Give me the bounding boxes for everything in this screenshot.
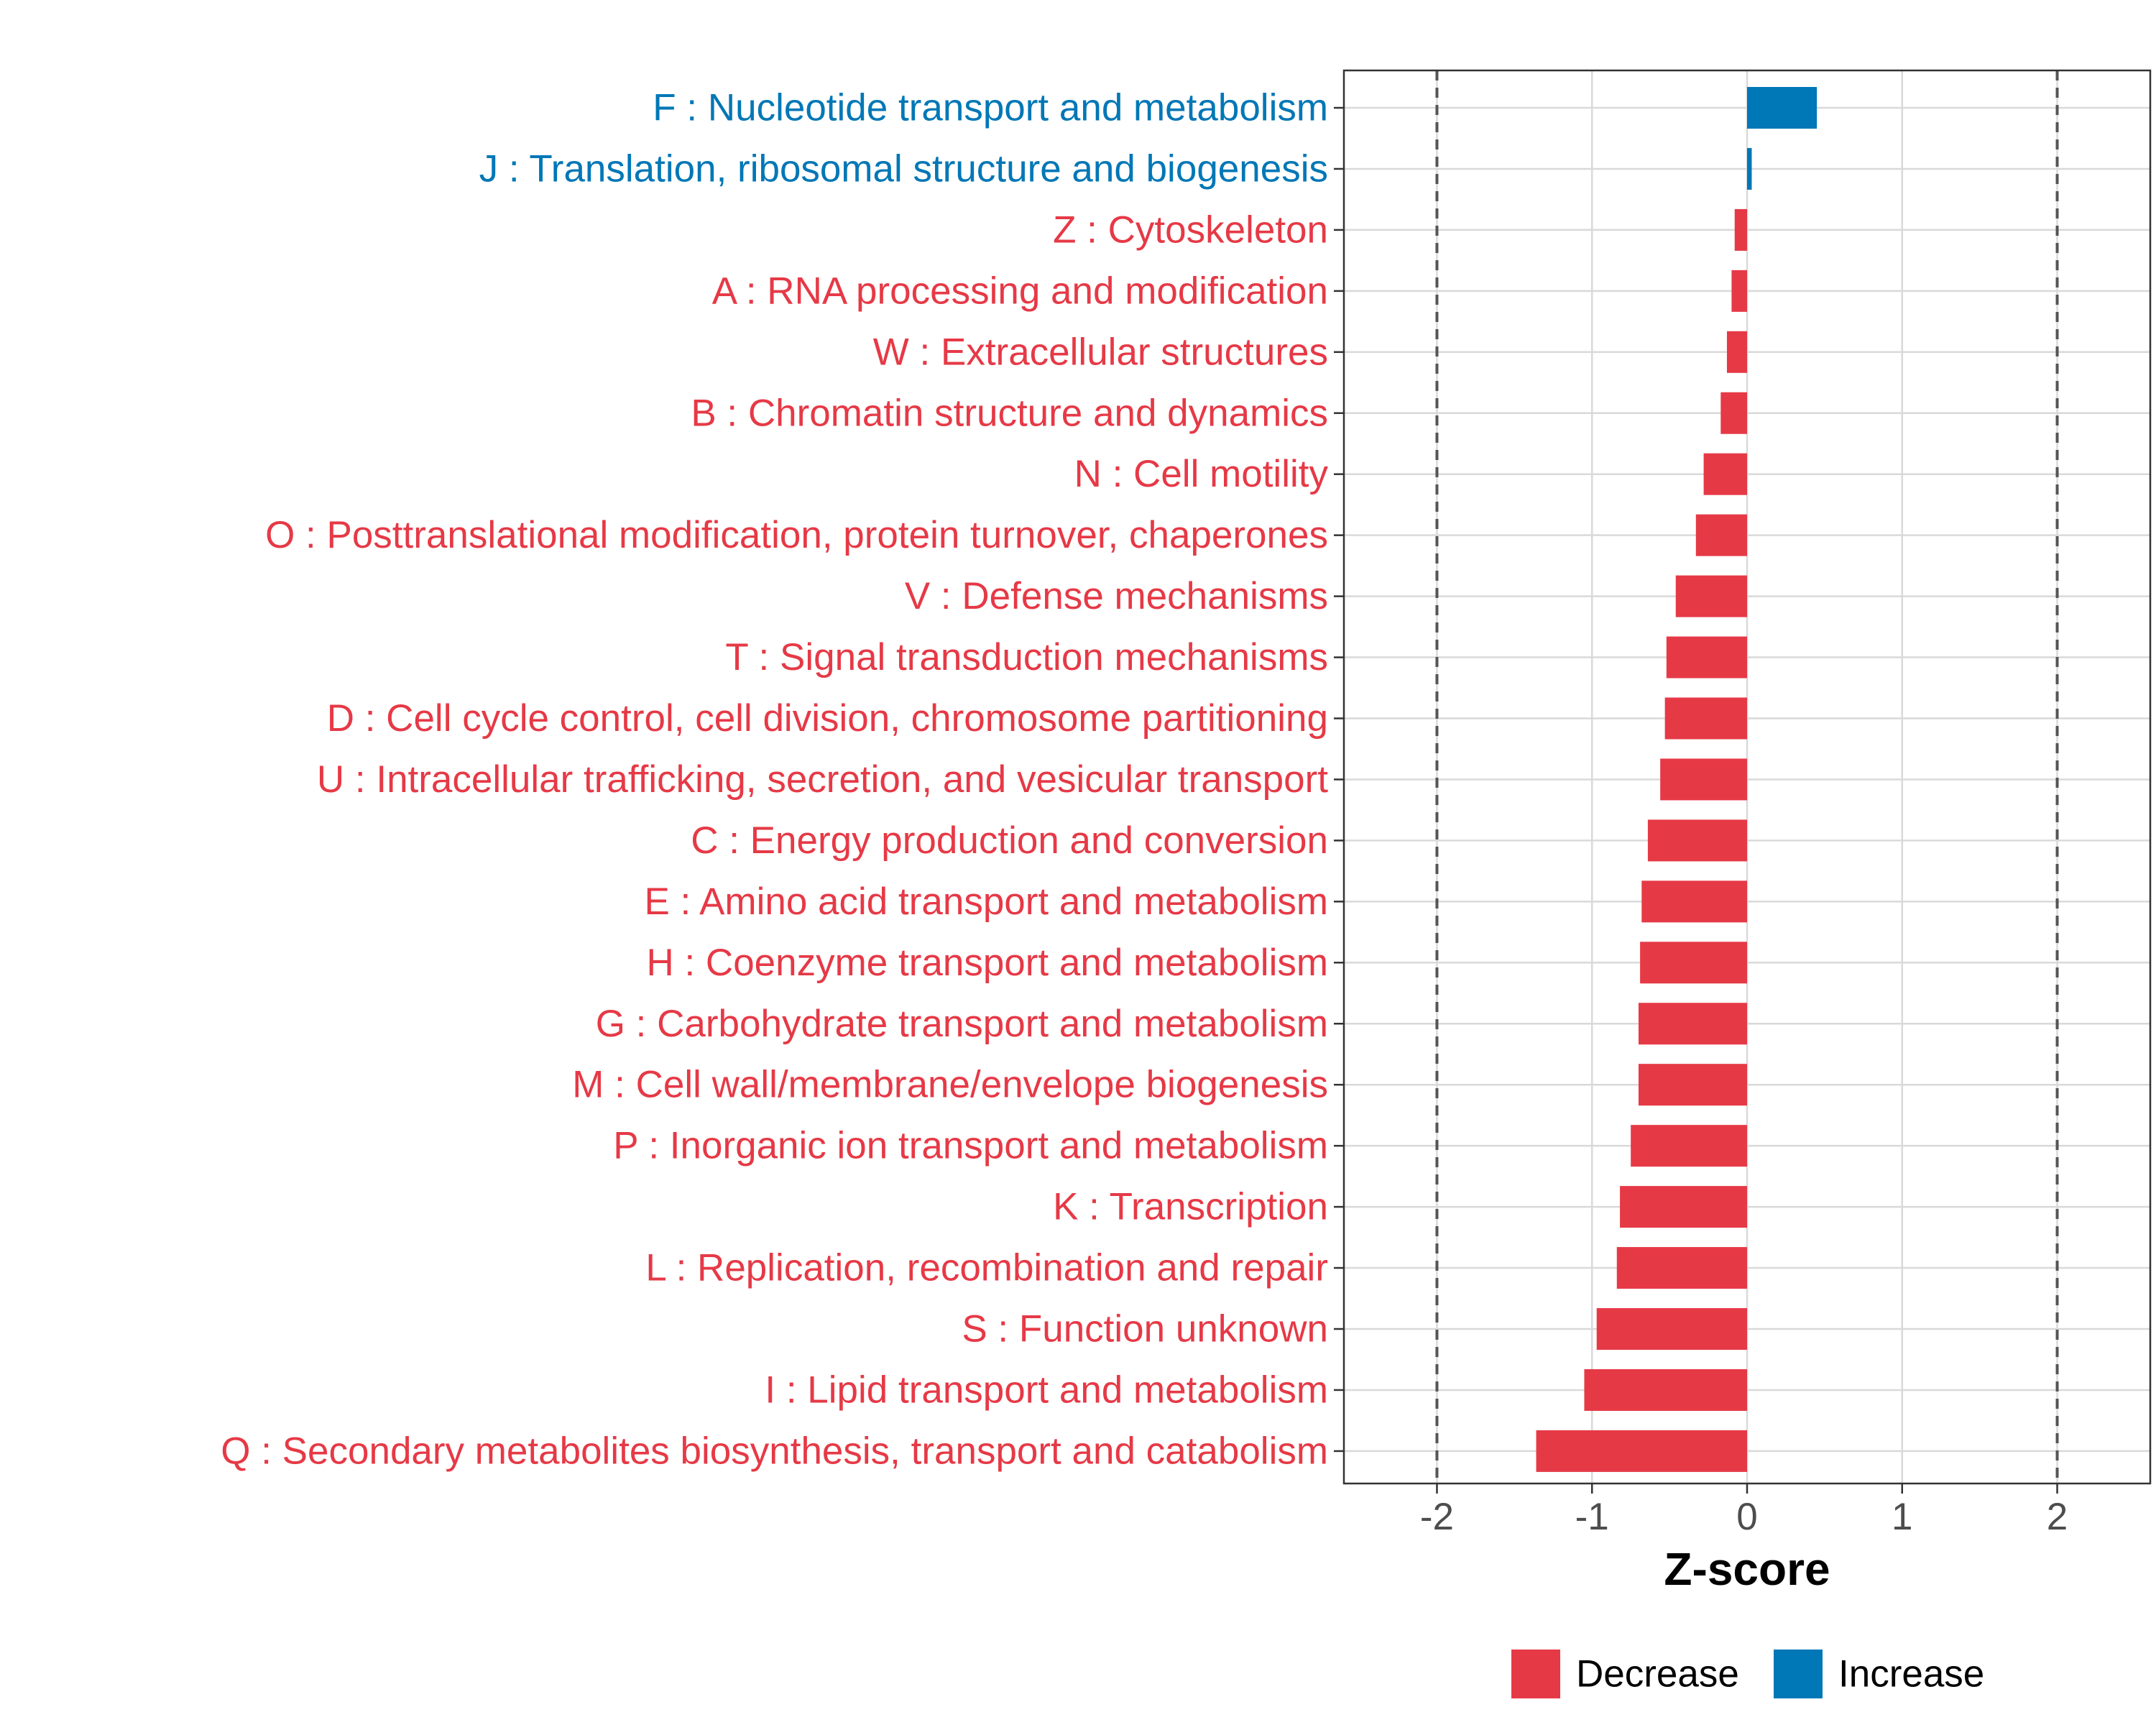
category-label: P : Inorganic ion transport and metaboli… [613, 1125, 1328, 1167]
legend: Decrease Increase [1511, 1650, 1984, 1698]
bar [1720, 392, 1747, 434]
category-label: Z : Cytoskeleton [1053, 208, 1328, 251]
category-label: W : Extracellular structures [873, 331, 1328, 373]
y-axis-ticks: F : Nucleotide transport and metabolism J… [221, 87, 1344, 1472]
category-label: G : Carbohydrate transport and metabolis… [596, 1003, 1328, 1045]
legend-label: Increase [1838, 1653, 1984, 1696]
category-label: J : Translation, ribosomal structure and… [479, 147, 1328, 190]
bar [1675, 575, 1747, 617]
bar [1664, 697, 1747, 740]
category-label: K : Transcription [1053, 1186, 1328, 1228]
x-axis-ticks: -2 -1 0 1 2 [1420, 1484, 2068, 1538]
bar [1747, 87, 1818, 129]
category-label: E : Amino acid transport and metabolism [644, 880, 1328, 923]
bar [1616, 1247, 1747, 1289]
bar [1640, 942, 1747, 984]
bar [1631, 1125, 1747, 1167]
x-tick-label: 0 [1736, 1496, 1757, 1538]
bar [1641, 880, 1747, 923]
category-label: H : Coenzyme transport and metabolism [646, 942, 1328, 984]
legend-label: Decrease [1576, 1653, 1739, 1696]
x-axis-title: Z-score [1664, 1543, 1830, 1595]
legend-key [1511, 1650, 1560, 1698]
threshold-layer [1435, 70, 2059, 1484]
bar [1747, 147, 1752, 190]
category-label: O : Posttranslational modification, prot… [265, 514, 1328, 556]
category-label: B : Chromatin structure and dynamics [691, 392, 1328, 434]
category-label: L : Replication, recombination and repai… [645, 1247, 1328, 1289]
bar [1536, 1430, 1747, 1472]
x-tick-label: 2 [2047, 1496, 2068, 1538]
bar [1726, 331, 1747, 373]
bar [1638, 1003, 1747, 1045]
category-label: Q : Secondary metabolites biosynthesis, … [221, 1430, 1328, 1472]
bar [1695, 514, 1747, 556]
bar [1703, 453, 1747, 495]
bar [1638, 1064, 1747, 1106]
category-label: S : Function unknown [962, 1308, 1328, 1351]
category-label: A : RNA processing and modification [712, 270, 1328, 312]
category-label: N : Cell motility [1074, 453, 1329, 495]
legend-key [1774, 1650, 1823, 1698]
category-label: T : Signal transduction mechanisms [725, 636, 1328, 678]
bar [1620, 1186, 1747, 1228]
category-label: V : Defense mechanisms [905, 575, 1328, 617]
category-label: F : Nucleotide transport and metabolism [653, 87, 1328, 129]
bar [1596, 1308, 1747, 1350]
bar [1734, 208, 1747, 251]
category-label: U : Intracellular trafficking, secretion… [317, 758, 1328, 801]
x-tick-label: 1 [1892, 1496, 1912, 1538]
x-tick-label: -2 [1420, 1496, 1454, 1538]
category-label: M : Cell wall/membrane/envelope biogenes… [572, 1064, 1328, 1106]
bar [1731, 270, 1747, 312]
category-label: I : Lipid transport and metabolism [765, 1368, 1328, 1411]
x-tick-label: -1 [1575, 1496, 1609, 1538]
bar [1660, 758, 1747, 801]
bar [1647, 819, 1747, 862]
category-label: C : Energy production and conversion [691, 819, 1328, 862]
category-label: D : Cell cycle control, cell division, c… [327, 697, 1328, 740]
bar [1666, 636, 1747, 678]
bar-layer [1536, 87, 1818, 1472]
bar [1584, 1368, 1747, 1411]
